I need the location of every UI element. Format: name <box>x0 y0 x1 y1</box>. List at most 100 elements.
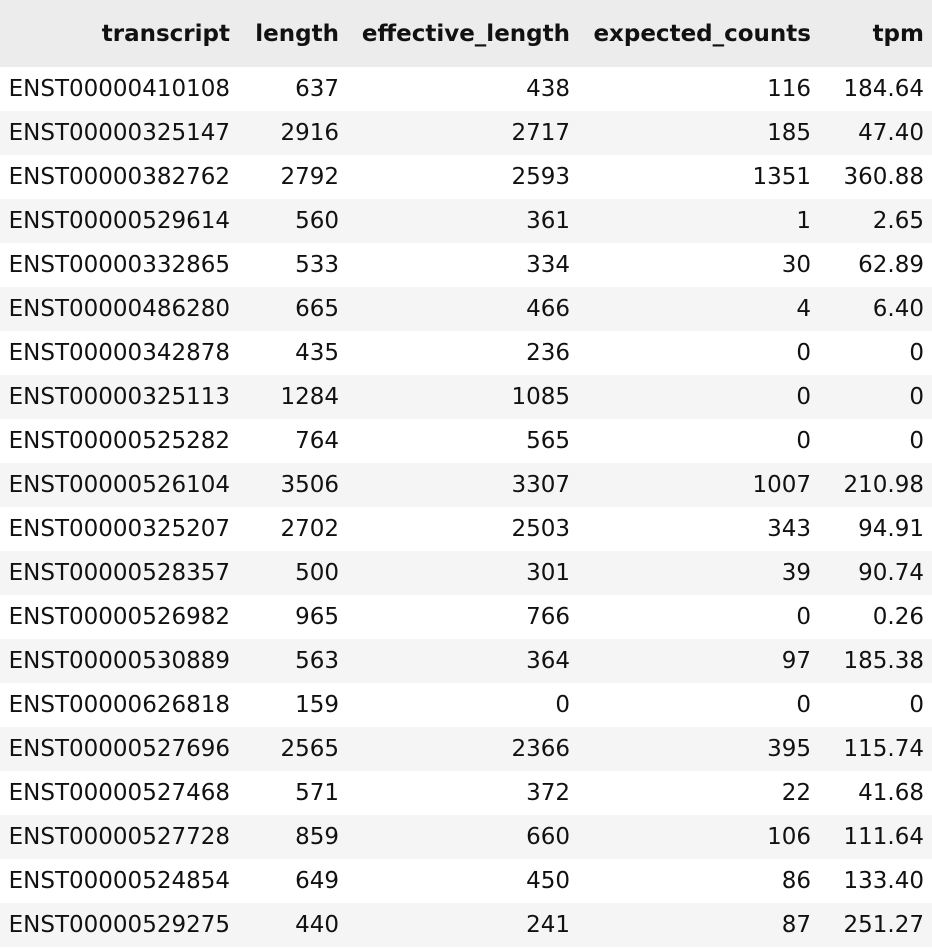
cell-tpm: 6.40 <box>872 296 924 322</box>
cell-transcript: ENST00000528357 <box>8 560 230 586</box>
cell-expected-counts: 30 <box>781 252 811 278</box>
table-row: ENST00000527728 859 660 106 111.64 <box>0 815 932 859</box>
cell-transcript: ENST00000526104 <box>8 472 230 498</box>
cell-effective-length: 2593 <box>511 164 570 190</box>
cell-transcript: ENST00000626818 <box>8 692 230 718</box>
cell-length: 533 <box>295 252 339 278</box>
cell-length: 563 <box>295 648 339 674</box>
cell-length: 764 <box>295 428 339 454</box>
cell-tpm: 0 <box>909 340 924 366</box>
cell-transcript: ENST00000527468 <box>8 780 230 806</box>
cell-length: 665 <box>295 296 339 322</box>
cell-transcript: ENST00000325113 <box>8 384 230 410</box>
cell-tpm: 0 <box>909 428 924 454</box>
table-row: ENST00000526104 3506 3307 1007 210.98 <box>0 463 932 507</box>
cell-length: 3506 <box>280 472 339 498</box>
table-body: ENST00000410108 637 438 116 184.64 ENST000003… <box>0 67 932 947</box>
cell-expected-counts: 1351 <box>752 164 811 190</box>
cell-effective-length: 438 <box>526 76 570 102</box>
cell-expected-counts: 0 <box>796 384 811 410</box>
cell-length: 500 <box>295 560 339 586</box>
table-row: ENST00000342878 435 236 0 0 <box>0 331 932 375</box>
column-header-expected-counts: expected_counts <box>593 20 811 47</box>
cell-tpm: 0.26 <box>872 604 924 630</box>
cell-length: 859 <box>295 824 339 850</box>
cell-transcript: ENST00000524854 <box>8 868 230 894</box>
cell-expected-counts: 185 <box>767 120 811 146</box>
table-header: transcript length effective_length expec… <box>0 0 932 67</box>
cell-transcript: ENST00000382762 <box>8 164 230 190</box>
cell-transcript: ENST00000527728 <box>8 824 230 850</box>
cell-tpm: 2.65 <box>872 208 924 234</box>
cell-effective-length: 2717 <box>511 120 570 146</box>
cell-expected-counts: 4 <box>796 296 811 322</box>
cell-effective-length: 466 <box>526 296 570 322</box>
cell-tpm: 62.89 <box>858 252 924 278</box>
cell-length: 571 <box>295 780 339 806</box>
cell-transcript: ENST00000342878 <box>8 340 230 366</box>
cell-length: 965 <box>295 604 339 630</box>
table-row: ENST00000530889 563 364 97 185.38 <box>0 639 932 683</box>
cell-effective-length: 2503 <box>511 516 570 542</box>
table-row: ENST00000524854 649 450 86 133.40 <box>0 859 932 903</box>
cell-effective-length: 334 <box>526 252 570 278</box>
cell-tpm: 210.98 <box>843 472 924 498</box>
cell-transcript: ENST00000529275 <box>8 912 230 938</box>
cell-expected-counts: 39 <box>781 560 811 586</box>
table-row: ENST00000525282 764 565 0 0 <box>0 419 932 463</box>
cell-transcript: ENST00000525282 <box>8 428 230 454</box>
column-header-tpm: tpm <box>872 20 924 47</box>
table-row: ENST00000526982 965 766 0 0.26 <box>0 595 932 639</box>
cell-effective-length: 0 <box>555 692 570 718</box>
cell-tpm: 111.64 <box>843 824 924 850</box>
column-header-transcript: transcript <box>101 20 230 47</box>
cell-length: 1284 <box>280 384 339 410</box>
cell-tpm: 0 <box>909 384 924 410</box>
table-row: ENST00000382762 2792 2593 1351 360.88 <box>0 155 932 199</box>
table-row: ENST00000529275 440 241 87 251.27 <box>0 903 932 947</box>
cell-length: 159 <box>295 692 339 718</box>
table-row: ENST00000486280 665 466 4 6.40 <box>0 287 932 331</box>
cell-length: 560 <box>295 208 339 234</box>
cell-transcript: ENST00000530889 <box>8 648 230 674</box>
cell-effective-length: 565 <box>526 428 570 454</box>
cell-length: 2792 <box>280 164 339 190</box>
cell-expected-counts: 343 <box>767 516 811 542</box>
table-row: ENST00000528357 500 301 39 90.74 <box>0 551 932 595</box>
cell-transcript: ENST00000325207 <box>8 516 230 542</box>
cell-effective-length: 364 <box>526 648 570 674</box>
cell-tpm: 94.91 <box>858 516 924 542</box>
table-row: ENST00000325207 2702 2503 343 94.91 <box>0 507 932 551</box>
cell-transcript: ENST00000325147 <box>8 120 230 146</box>
cell-expected-counts: 1 <box>796 208 811 234</box>
cell-tpm: 47.40 <box>858 120 924 146</box>
cell-transcript: ENST00000527696 <box>8 736 230 762</box>
cell-effective-length: 236 <box>526 340 570 366</box>
cell-expected-counts: 97 <box>781 648 811 674</box>
cell-length: 2565 <box>280 736 339 762</box>
cell-tpm: 360.88 <box>843 164 924 190</box>
cell-effective-length: 766 <box>526 604 570 630</box>
cell-expected-counts: 0 <box>796 692 811 718</box>
cell-transcript: ENST00000332865 <box>8 252 230 278</box>
cell-tpm: 90.74 <box>858 560 924 586</box>
cell-effective-length: 3307 <box>511 472 570 498</box>
table-row: ENST00000529614 560 361 1 2.65 <box>0 199 932 243</box>
cell-transcript: ENST00000486280 <box>8 296 230 322</box>
cell-tpm: 115.74 <box>843 736 924 762</box>
table-row: ENST00000332865 533 334 30 62.89 <box>0 243 932 287</box>
table-row: ENST00000527468 571 372 22 41.68 <box>0 771 932 815</box>
cell-effective-length: 372 <box>526 780 570 806</box>
cell-expected-counts: 116 <box>767 76 811 102</box>
cell-expected-counts: 0 <box>796 428 811 454</box>
cell-tpm: 133.40 <box>843 868 924 894</box>
cell-length: 637 <box>295 76 339 102</box>
cell-expected-counts: 106 <box>767 824 811 850</box>
cell-expected-counts: 1007 <box>752 472 811 498</box>
cell-effective-length: 450 <box>526 868 570 894</box>
table-row: ENST00000527696 2565 2366 395 115.74 <box>0 727 932 771</box>
cell-expected-counts: 86 <box>781 868 811 894</box>
cell-effective-length: 2366 <box>511 736 570 762</box>
cell-transcript: ENST00000529614 <box>8 208 230 234</box>
